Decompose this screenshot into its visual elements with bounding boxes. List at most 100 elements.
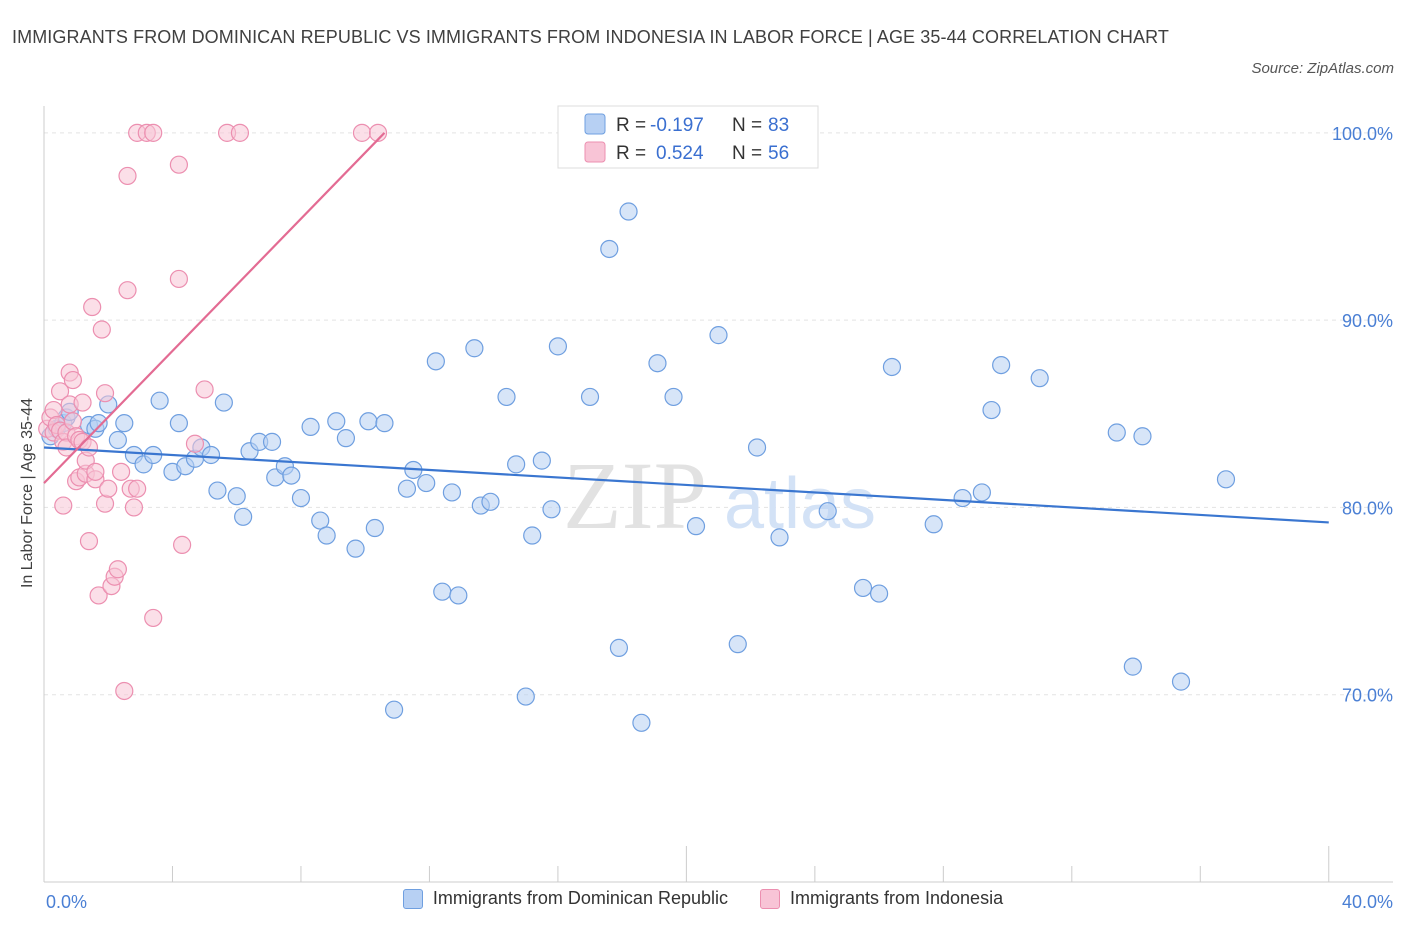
legend-swatch-indonesia [760, 888, 780, 909]
dominican-republic-point-39 [365, 518, 384, 538]
dominican-republic-point-14 [150, 391, 169, 410]
dominican-republic-point-36 [336, 429, 356, 448]
gridlines [44, 132, 1393, 696]
indonesia-point-29 [92, 320, 111, 339]
dominican-republic-point-79 [992, 355, 1011, 375]
series-indonesia-points [38, 123, 388, 701]
legend-swatch-dominican-republic [402, 888, 423, 909]
dominican-republic-point-46 [433, 582, 452, 601]
dominican-republic-point-22 [214, 393, 233, 412]
dominican-republic-point-65 [664, 387, 683, 407]
dominican-republic-point-10 [115, 414, 134, 433]
dominican-republic-point-67 [709, 326, 728, 345]
dominican-republic-point-49 [465, 339, 484, 358]
trend-lines [43, 132, 1329, 524]
trend-line-indonesia [43, 132, 386, 484]
indonesia-point-13 [63, 412, 83, 431]
dominican-republic-point-80 [1030, 369, 1049, 388]
correlation-legend: R = -0.197 N = 83 R = 0.524 N = 56 [557, 105, 819, 169]
dominican-republic-point-34 [317, 526, 336, 545]
indonesia-point-24 [79, 438, 99, 457]
indonesia-point-48 [173, 535, 192, 554]
dominican-republic-point-51 [481, 492, 500, 511]
dominican-republic-point-69 [747, 438, 767, 457]
dominican-republic-point-68 [728, 635, 747, 654]
dominican-republic-point-37 [346, 539, 365, 558]
dominican-republic-point-85 [1216, 470, 1236, 489]
dominican-republic-point-54 [516, 687, 535, 706]
indonesia-point-52 [230, 123, 250, 142]
indonesia-point-28 [89, 586, 108, 605]
dominican-republic-point-71 [818, 502, 837, 521]
dominican-republic-point-32 [301, 417, 320, 436]
indonesia-point-8 [54, 496, 73, 515]
legend-item-indonesia: Immigrants from Indonesia [760, 888, 1003, 909]
dominican-republic-point-27 [262, 432, 282, 451]
dominican-republic-point-82 [1123, 657, 1142, 676]
dominican-republic-point-64 [648, 354, 667, 373]
x-tick-label-min: 0.0% [46, 892, 87, 912]
indonesia-point-23 [79, 532, 99, 551]
legend-r-label-pink: R = [616, 143, 646, 164]
dominican-republic-point-62 [619, 202, 638, 221]
dominican-republic-point-53 [507, 455, 526, 474]
series-legend: Immigrants from Dominican Republic Immig… [0, 888, 1406, 909]
indonesia-point-46 [169, 155, 188, 174]
dominican-republic-point-56 [532, 451, 551, 470]
dominican-republic-point-23 [227, 487, 246, 506]
legend-n-value-blue: 83 [768, 115, 789, 136]
legend-label-dominican-republic: Immigrants from Dominican Republic [432, 888, 728, 908]
dominican-republic-point-70 [770, 528, 789, 547]
dominican-republic-point-60 [600, 239, 619, 259]
dominican-republic-point-63 [632, 713, 651, 732]
dominican-republic-point-38 [359, 412, 378, 431]
dominican-republic-point-78 [982, 400, 1001, 420]
chart-title: IMMIGRANTS FROM DOMINICAN REPUBLIC VS IM… [12, 27, 1169, 47]
y-tick-label-2: 80.0% [1342, 498, 1393, 518]
legend-item-dominican-republic: Immigrants from Dominican Republic [402, 888, 728, 909]
dominican-republic-point-48 [449, 586, 468, 605]
indonesia-point-19 [73, 393, 92, 412]
dominican-republic-point-30 [282, 466, 301, 485]
dominican-republic-point-59 [580, 387, 600, 407]
dominican-republic-point-47 [442, 483, 462, 502]
indonesia-point-47 [169, 269, 188, 289]
dominican-republic-point-24 [234, 507, 253, 526]
dominican-republic-point-55 [523, 526, 542, 545]
dominican-republic-point-61 [609, 638, 629, 657]
dominican-republic-point-77 [972, 483, 991, 502]
indonesia-point-45 [144, 608, 163, 628]
dominican-republic-point-7 [89, 414, 108, 433]
indonesia-point-49 [185, 434, 205, 453]
dominican-republic-point-81 [1107, 423, 1126, 442]
x-tick-label-max: 40.0% [1342, 892, 1393, 912]
axes [43, 106, 1393, 883]
dominican-republic-point-35 [327, 412, 346, 431]
watermark-atlas: atlas [724, 464, 876, 544]
legend-label-indonesia: Immigrants from Indonesia [790, 888, 1004, 908]
indonesia-point-27 [86, 462, 105, 481]
indonesia-point-37 [115, 681, 134, 701]
indonesia-point-5 [50, 382, 70, 401]
indonesia-point-25 [83, 297, 102, 317]
watermark-zip: ZIP [563, 442, 707, 549]
dominican-republic-point-76 [953, 488, 972, 508]
y-tick-label-0: 100.0% [1332, 124, 1393, 144]
legend-swatch-pink [584, 141, 606, 163]
dominican-republic-point-9 [108, 430, 127, 450]
dominican-republic-point-41 [384, 700, 404, 719]
legend-swatch-blue [584, 113, 606, 135]
dominican-republic-point-40 [375, 414, 394, 433]
legend-n-label-pink: N = [732, 143, 762, 164]
dominican-republic-point-21 [208, 481, 227, 500]
source-credit: Source: ZipAtlas.com [1251, 60, 1394, 77]
y-tick-labels: 100.0% 90.0% 80.0% 70.0% [1332, 124, 1393, 706]
dominican-republic-point-20 [201, 445, 221, 465]
legend-r-value-pink: 0.524 [656, 143, 704, 164]
indonesia-point-30 [95, 384, 115, 403]
indonesia-point-31 [95, 494, 115, 513]
indonesia-point-35 [108, 560, 127, 579]
legend-r-label-blue: R = [616, 115, 646, 136]
indonesia-point-36 [111, 462, 131, 481]
